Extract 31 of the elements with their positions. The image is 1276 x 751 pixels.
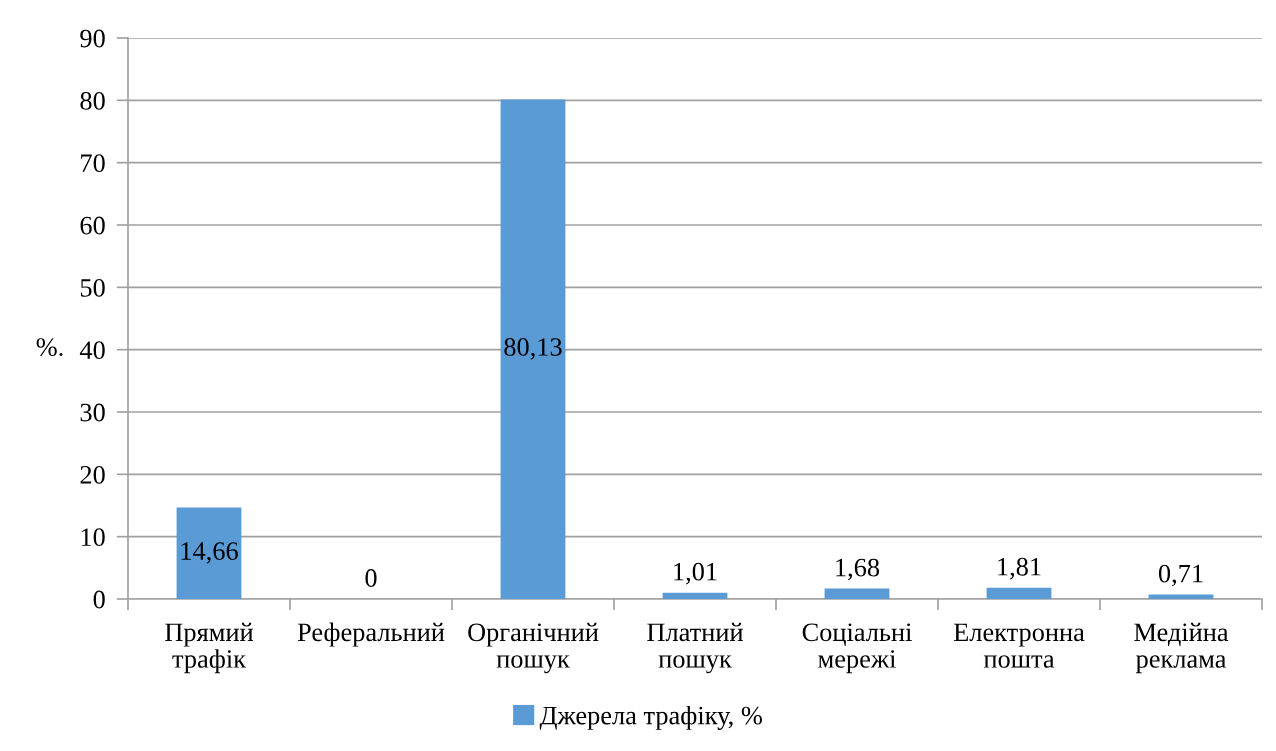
x-tick-label: Соціальні мережі (802, 623, 912, 674)
y-tick-label: 20 (80, 465, 105, 484)
y-tick-label: 90 (80, 29, 105, 48)
y-axis-title: %. (36, 338, 63, 357)
x-tick-label: Прямий трафік (165, 622, 254, 674)
data-label: 0,71 (1158, 564, 1203, 587)
y-tick-label: 80 (80, 91, 105, 110)
data-label: 0 (365, 569, 377, 587)
bar (662, 592, 728, 599)
data-label: 1,01 (674, 562, 717, 585)
y-tick-label: 40 (79, 341, 105, 360)
data-label: 1,68 (836, 558, 880, 581)
x-tick-label: Електронна пошта (953, 623, 1085, 668)
data-label: 14,66 (181, 542, 238, 564)
y-tick-label: 10 (81, 528, 105, 547)
x-tick-label: Органічний пошук (468, 622, 599, 674)
y-tick-label: 30 (80, 403, 105, 422)
data-label: 1,81 (998, 557, 1041, 580)
y-tick-label: 70 (81, 154, 105, 173)
x-tick-label: Реферальний (297, 622, 445, 647)
legend-label: Джерела трафіку, % (539, 705, 762, 730)
y-tick-label: 60 (80, 216, 105, 235)
y-tick-label: 50 (80, 278, 105, 297)
bar (500, 99, 566, 599)
bar (176, 507, 242, 599)
x-tick-label: Платний пошук (647, 622, 743, 674)
x-tick-label: Медійна реклама (1134, 622, 1229, 674)
data-label: 80,13 (504, 338, 562, 360)
y-tick-label: 0 (93, 590, 105, 609)
bar (824, 588, 890, 599)
bar (986, 587, 1052, 599)
